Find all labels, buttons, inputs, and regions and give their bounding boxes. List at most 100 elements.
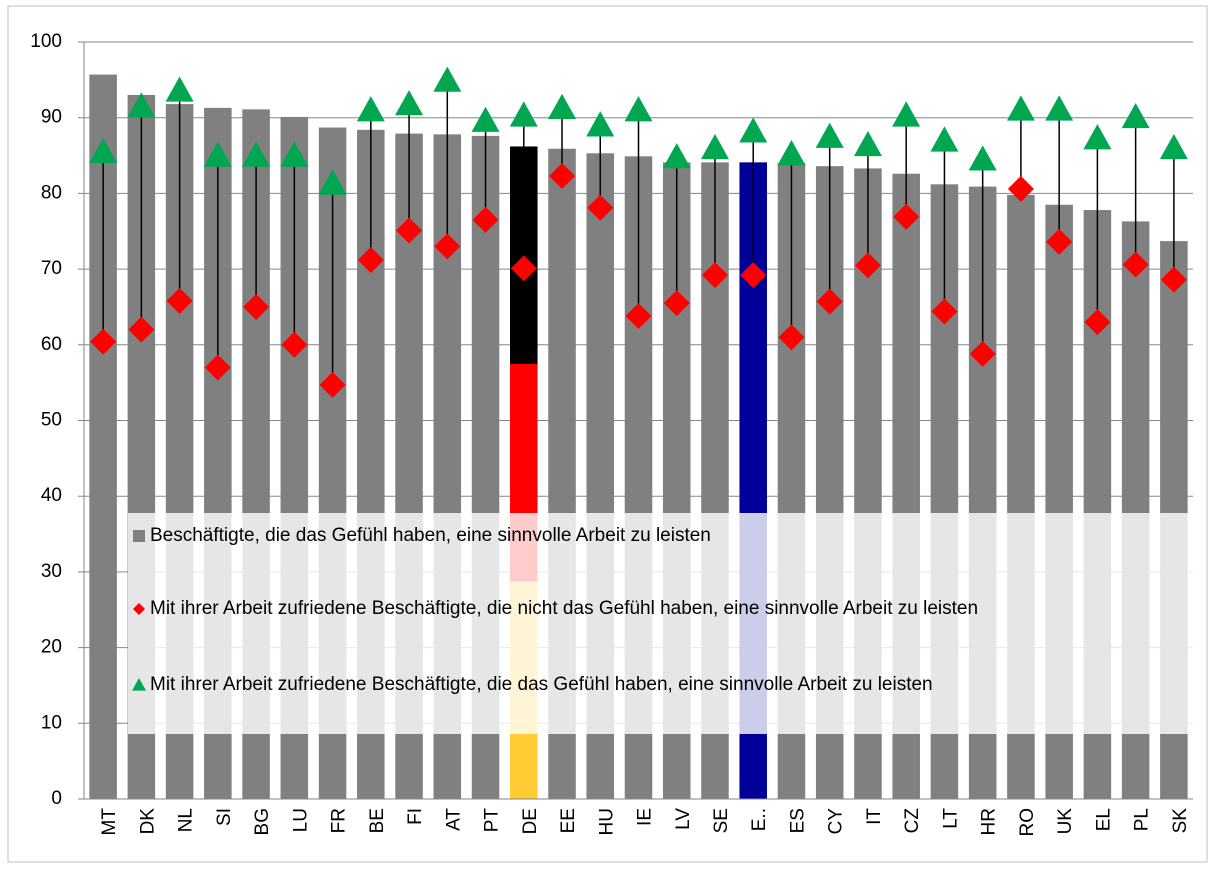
x-tick-label: UK — [1055, 808, 1076, 835]
diamond-marker — [625, 303, 652, 330]
x-tick-label: CZ — [902, 808, 923, 834]
x-tick-label: LU — [290, 808, 311, 832]
triangle-marker — [662, 143, 691, 169]
triangle-marker — [892, 101, 921, 127]
y-tick-label: 40 — [41, 485, 62, 506]
y-tick-label: 90 — [41, 107, 62, 128]
y-tick-label: 0 — [51, 788, 62, 809]
x-tick-label: BE — [367, 808, 388, 833]
triangle-marker — [1159, 133, 1188, 160]
diamond-marker — [1046, 228, 1073, 255]
x-tick-label: FR — [329, 808, 350, 833]
triangle-marker — [1006, 95, 1035, 121]
x-tick-label: LV — [673, 808, 694, 830]
diamond-marker — [357, 247, 384, 274]
x-tick-label: LT — [940, 808, 961, 829]
triangle-marker — [930, 126, 959, 152]
diamond-marker — [1122, 251, 1149, 278]
diamond-marker — [1084, 309, 1111, 336]
legend-swatch — [133, 530, 145, 542]
diamond-marker — [472, 206, 499, 233]
legend-entry: Beschäftigte, die das Gefühl haben, eine… — [150, 525, 711, 546]
x-tick-label: E.. — [749, 808, 770, 831]
triangle-marker — [1045, 95, 1074, 121]
triangle-marker — [968, 145, 997, 171]
triangle-marker — [127, 92, 156, 118]
x-tick-label: ES — [787, 808, 808, 833]
x-tick-label: MT — [99, 808, 120, 836]
x-tick-label: EE — [558, 808, 579, 833]
diamond-marker — [319, 371, 346, 398]
diamond-marker — [893, 203, 920, 230]
triangle-marker — [1083, 124, 1112, 150]
diamond-marker — [166, 287, 193, 314]
diamond-marker — [778, 324, 805, 351]
diamond-marker — [587, 194, 614, 221]
legend-box — [128, 513, 1193, 734]
x-tick-label: NL — [176, 808, 197, 832]
x-tick-label: SK — [1170, 808, 1191, 834]
x-tick-label: SE — [711, 808, 732, 833]
diamond-marker — [816, 288, 843, 315]
triangle-marker — [853, 130, 882, 157]
legend-swatch — [132, 678, 146, 691]
y-tick-label: 30 — [41, 561, 62, 582]
legend-entry: Mit ihrer Arbeit zufriedene Beschäftigte… — [150, 598, 979, 619]
diamond-marker — [128, 316, 155, 343]
diamond-marker — [204, 354, 231, 381]
diamond-marker — [701, 262, 728, 289]
triangle-marker — [203, 141, 232, 167]
triangle-marker — [356, 96, 385, 122]
x-tick-label: PL — [1132, 808, 1153, 831]
legend-swatch — [133, 603, 145, 615]
y-tick-label: 60 — [41, 334, 62, 355]
x-tick-label: FI — [405, 808, 426, 825]
x-tick-label: HU — [596, 808, 617, 835]
triangle-marker — [700, 133, 729, 160]
triangle-marker — [165, 76, 194, 102]
triangle-marker — [815, 122, 844, 148]
y-tick-label: 20 — [41, 637, 62, 658]
triangle-marker — [777, 140, 806, 166]
triangle-marker — [548, 93, 577, 120]
triangle-marker — [242, 141, 271, 167]
triangle-marker — [433, 66, 462, 92]
diamond-marker — [243, 293, 270, 320]
triangle-marker — [586, 111, 615, 137]
triangle-marker — [509, 101, 538, 127]
diamond-marker — [931, 298, 958, 325]
triangle-marker — [280, 141, 309, 167]
x-tick-label: DE — [520, 808, 541, 834]
legend-entry: Mit ihrer Arbeit zufriedene Beschäftigte… — [150, 674, 933, 695]
diamond-marker — [663, 290, 690, 317]
y-tick-label: 100 — [30, 31, 62, 52]
triangle-marker — [739, 117, 768, 143]
x-tick-label: DK — [137, 808, 158, 835]
diamond-marker — [969, 340, 996, 367]
legend-label: Mit ihrer Arbeit zufriedene Beschäftigte… — [150, 598, 979, 619]
triangle-marker — [624, 96, 653, 122]
x-tick-label: CY — [826, 808, 847, 835]
x-tick-label: PT — [482, 808, 503, 833]
x-tick-label: BG — [252, 808, 273, 835]
x-tick-label: IT — [864, 808, 885, 825]
x-tick-label: HR — [979, 808, 1000, 835]
y-tick-label: 10 — [41, 712, 62, 733]
legend-label: Mit ihrer Arbeit zufriedene Beschäftigte… — [150, 674, 933, 695]
x-tick-label: RO — [1017, 808, 1038, 837]
triangle-marker — [318, 169, 347, 195]
diamond-marker — [549, 162, 576, 189]
x-tick-label: AT — [443, 808, 464, 831]
diamond-marker — [1007, 175, 1034, 202]
triangle-marker — [471, 106, 500, 132]
triangle-marker — [89, 137, 118, 163]
x-tick-label: EL — [1093, 808, 1114, 831]
y-tick-label: 80 — [41, 182, 62, 203]
y-tick-label: 50 — [41, 410, 62, 431]
diamond-marker — [854, 252, 881, 279]
legend-label: Beschäftigte, die das Gefühl haben, eine… — [150, 525, 711, 546]
diamond-marker — [396, 217, 423, 244]
diamond-marker — [510, 255, 537, 282]
diamond-marker — [740, 262, 767, 289]
